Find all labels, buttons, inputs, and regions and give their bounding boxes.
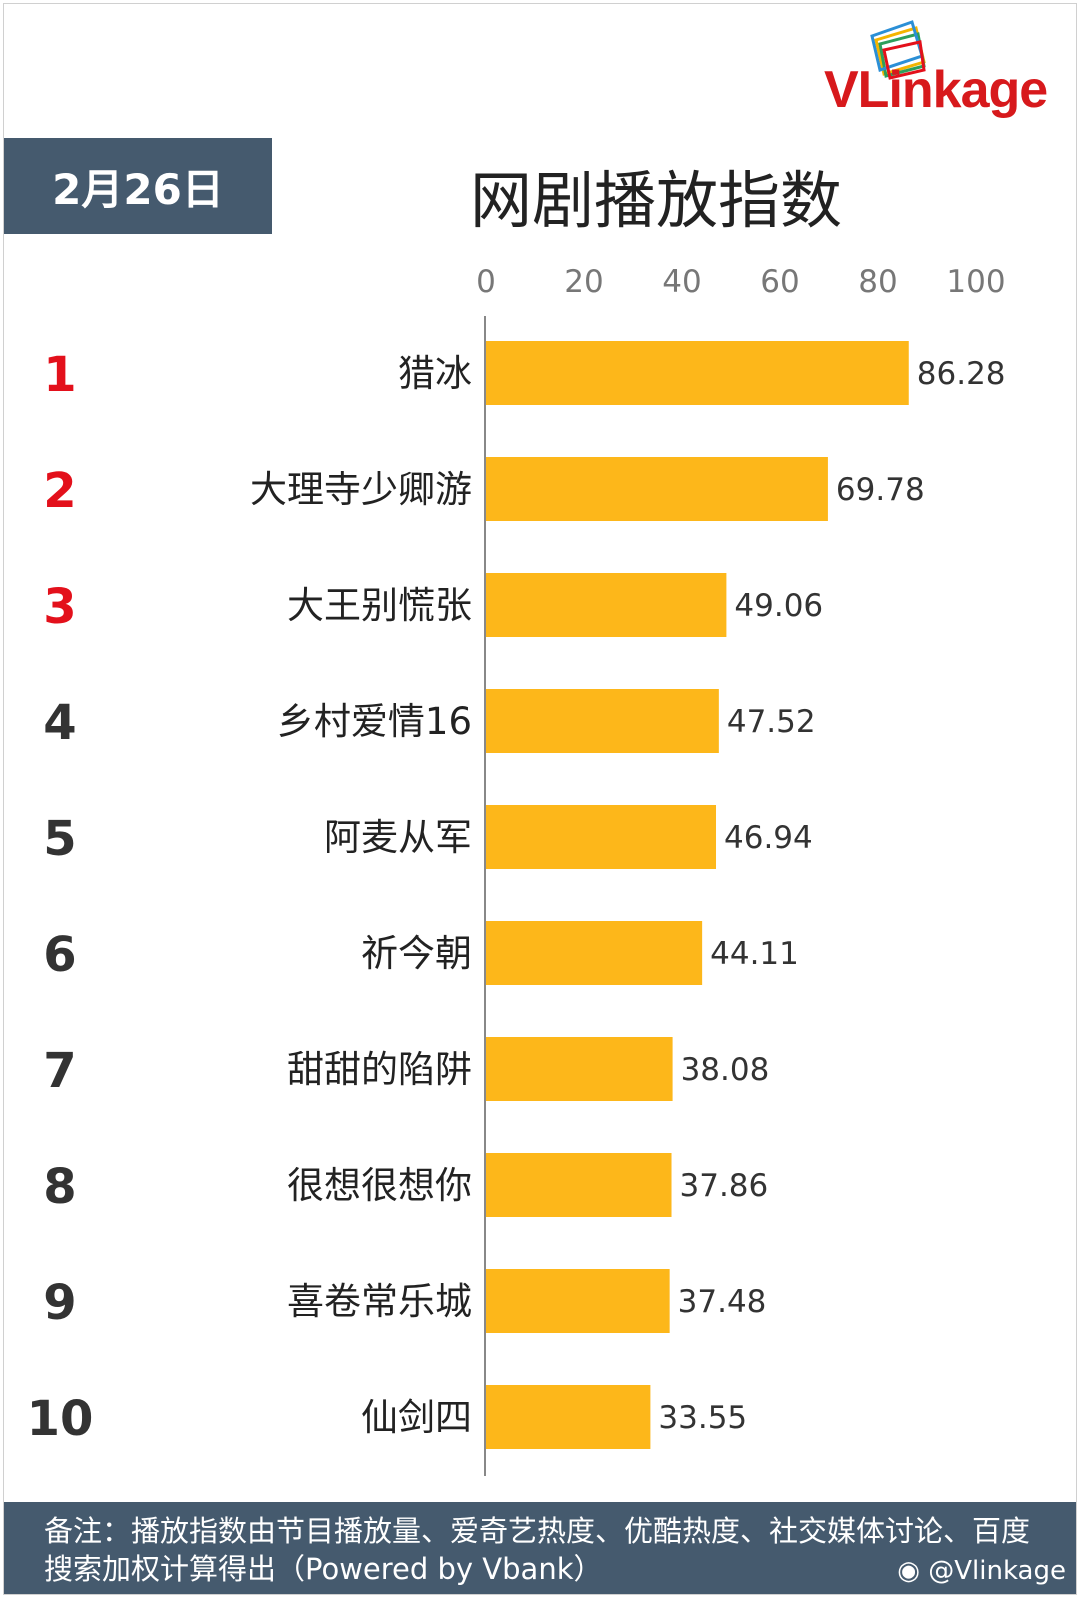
bar bbox=[486, 805, 717, 869]
weibo-watermark: ◉ @Vlinkage bbox=[897, 1556, 1066, 1586]
category-label: 甜甜的陷阱 bbox=[287, 1048, 472, 1091]
bar bbox=[486, 1385, 651, 1449]
frame-border bbox=[3, 3, 1077, 1595]
watermark-text: @Vlinkage bbox=[928, 1556, 1066, 1586]
rank-number: 3 bbox=[43, 579, 76, 635]
x-tick-label: 80 bbox=[858, 264, 897, 300]
brand-logo: VLinkage bbox=[818, 20, 1068, 120]
bar-value-label: 49.06 bbox=[734, 588, 823, 624]
x-tick-label: 20 bbox=[564, 264, 603, 300]
bar bbox=[486, 1037, 673, 1101]
category-label: 阿麦从军 bbox=[324, 816, 472, 859]
bar bbox=[486, 1269, 670, 1333]
x-tick-label: 0 bbox=[476, 264, 496, 300]
bar-value-label: 44.11 bbox=[710, 936, 799, 972]
bar-chart: 0 20 40 60 80 100 86.28 猎冰 1 69.78 大理寺少卿游 2 49.06 大王别… bbox=[27, 264, 1006, 1476]
rank-number: 4 bbox=[43, 695, 76, 751]
rank-number: 2 bbox=[43, 463, 76, 519]
x-tick-label: 40 bbox=[662, 264, 701, 300]
category-label: 喜卷常乐城 bbox=[287, 1280, 472, 1323]
category-label: 祈今朝 bbox=[361, 932, 472, 975]
category-label: 猎冰 bbox=[398, 352, 472, 395]
category-label: 大王别慌张 bbox=[287, 584, 472, 627]
logo-cards-icon bbox=[870, 20, 926, 80]
rank-number: 9 bbox=[43, 1275, 76, 1331]
bar bbox=[486, 457, 828, 521]
chart-title: 网剧播放指数 bbox=[470, 164, 843, 237]
bar-value-label: 38.08 bbox=[681, 1052, 770, 1088]
category-label: 很想很想你 bbox=[287, 1164, 472, 1207]
footer-note: 备注：播放指数由节目播放量、爱奇艺热度、优酷热度、社交媒体讨论、百度搜索加权计算… bbox=[44, 1514, 1031, 1586]
rank-number: 8 bbox=[43, 1159, 76, 1215]
bar-value-label: 33.55 bbox=[658, 1400, 747, 1436]
category-label: 仙剑四 bbox=[361, 1396, 472, 1439]
bar-value-label: 47.52 bbox=[727, 704, 816, 740]
x-tick-label: 60 bbox=[760, 264, 799, 300]
bar-value-label: 37.86 bbox=[680, 1168, 769, 1204]
logo-text: VLinkage bbox=[824, 61, 1048, 119]
bar bbox=[486, 1153, 672, 1217]
bar bbox=[486, 921, 703, 985]
category-label: 大理寺少卿游 bbox=[250, 468, 472, 511]
footer-note-band: 备注：播放指数由节目播放量、爱奇艺热度、优酷热度、社交媒体讨论、百度搜索加权计算… bbox=[4, 1502, 1076, 1594]
weibo-icon: ◉ bbox=[897, 1556, 920, 1586]
bar-value-label: 37.48 bbox=[678, 1284, 767, 1320]
category-label: 乡村爱情16 bbox=[277, 700, 472, 743]
date-badge: 2月26日 bbox=[4, 138, 272, 234]
bar bbox=[486, 341, 909, 405]
bar bbox=[486, 689, 719, 753]
rank-number: 5 bbox=[43, 811, 76, 867]
rank-number: 6 bbox=[43, 927, 76, 983]
x-tick-label: 100 bbox=[946, 264, 1005, 300]
bar-value-label: 69.78 bbox=[836, 472, 925, 508]
rank-number: 7 bbox=[43, 1043, 76, 1099]
rank-number: 1 bbox=[43, 347, 76, 403]
bar bbox=[486, 573, 727, 637]
bar-value-label: 86.28 bbox=[917, 356, 1006, 392]
rank-number: 10 bbox=[27, 1391, 94, 1447]
bar-value-label: 46.94 bbox=[724, 820, 813, 856]
